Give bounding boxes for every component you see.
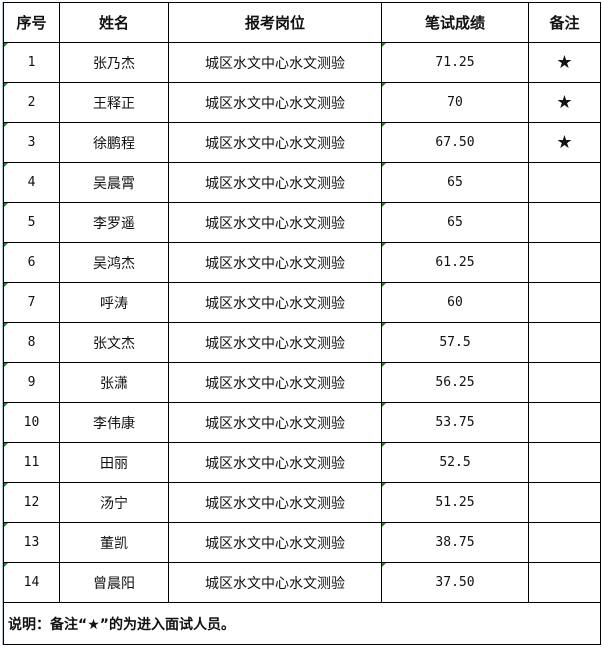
cell-score[interactable]: 57.5: [381, 322, 529, 363]
cell-score[interactable]: 61.25: [381, 242, 529, 283]
cell-remark[interactable]: [528, 522, 601, 563]
table-row: 9 张潇 城区水文中心水文测验 56.25: [3, 362, 601, 403]
cell-position[interactable]: 城区水文中心水文测验: [168, 402, 382, 443]
table-row: 6 吴鸿杰 城区水文中心水文测验 61.25: [3, 242, 601, 283]
cell-remark[interactable]: [528, 562, 601, 603]
cell-name[interactable]: 田丽: [59, 442, 169, 483]
cell-position[interactable]: 城区水文中心水文测验: [168, 122, 382, 163]
cell-position[interactable]: 城区水文中心水文测验: [168, 522, 382, 563]
cell-score[interactable]: 56.25: [381, 362, 529, 403]
header-no[interactable]: 序号: [3, 2, 60, 43]
cell-no[interactable]: 14: [3, 562, 60, 603]
cell-position[interactable]: 城区水文中心水文测验: [168, 82, 382, 123]
results-table: 序号 姓名 报考岗位 笔试成绩 备注 1 张乃杰 城区水文中心水文测验 71.25 ★ 2…: [3, 2, 601, 645]
cell-no[interactable]: 10: [3, 402, 60, 443]
cell-no[interactable]: 8: [3, 322, 60, 363]
cell-score[interactable]: 70: [381, 82, 529, 123]
header-row: 序号 姓名 报考岗位 笔试成绩 备注: [3, 2, 601, 43]
table-row: 4 吴晨霄 城区水文中心水文测验 65: [3, 162, 601, 203]
cell-score[interactable]: 37.50: [381, 562, 529, 603]
star-icon[interactable]: ★: [528, 82, 601, 123]
cell-no[interactable]: 12: [3, 482, 60, 523]
cell-name[interactable]: 李伟康: [59, 402, 169, 443]
table-row: 5 李罗遥 城区水文中心水文测验 65: [3, 202, 601, 243]
note-text[interactable]: 说明：备注“★”的为进入面试人员。: [3, 602, 601, 645]
cell-name[interactable]: 张潇: [59, 362, 169, 403]
cell-name[interactable]: 李罗遥: [59, 202, 169, 243]
cell-remark[interactable]: [528, 322, 601, 363]
cell-position[interactable]: 城区水文中心水文测验: [168, 282, 382, 323]
cell-name[interactable]: 张乃杰: [59, 42, 169, 83]
cell-position[interactable]: 城区水文中心水文测验: [168, 42, 382, 83]
cell-position[interactable]: 城区水文中心水文测验: [168, 362, 382, 403]
cell-no[interactable]: 1: [3, 42, 60, 83]
cell-no[interactable]: 13: [3, 522, 60, 563]
cell-score[interactable]: 52.5: [381, 442, 529, 483]
cell-remark[interactable]: [528, 282, 601, 323]
star-icon[interactable]: ★: [528, 122, 601, 163]
cell-score[interactable]: 65: [381, 202, 529, 243]
header-score[interactable]: 笔试成绩: [381, 2, 529, 43]
table-row: 2 王释正 城区水文中心水文测验 70 ★: [3, 82, 601, 123]
cell-remark[interactable]: [528, 362, 601, 403]
cell-remark[interactable]: [528, 442, 601, 483]
cell-name[interactable]: 王释正: [59, 82, 169, 123]
cell-no[interactable]: 6: [3, 242, 60, 283]
table-row: 13 董凯 城区水文中心水文测验 38.75: [3, 522, 601, 563]
header-name[interactable]: 姓名: [59, 2, 169, 43]
cell-position[interactable]: 城区水文中心水文测验: [168, 442, 382, 483]
cell-remark[interactable]: [528, 162, 601, 203]
cell-no[interactable]: 3: [3, 122, 60, 163]
table-row: 14 曾晨阳 城区水文中心水文测验 37.50: [3, 562, 601, 603]
cell-position[interactable]: 城区水文中心水文测验: [168, 202, 382, 243]
cell-no[interactable]: 11: [3, 442, 60, 483]
cell-position[interactable]: 城区水文中心水文测验: [168, 482, 382, 523]
table-row: 7 呼涛 城区水文中心水文测验 60: [3, 282, 601, 323]
cell-remark[interactable]: [528, 242, 601, 283]
cell-score[interactable]: 67.50: [381, 122, 529, 163]
cell-name[interactable]: 吴鸿杰: [59, 242, 169, 283]
cell-name[interactable]: 张文杰: [59, 322, 169, 363]
cell-score[interactable]: 65: [381, 162, 529, 203]
cell-name[interactable]: 曾晨阳: [59, 562, 169, 603]
header-position[interactable]: 报考岗位: [168, 2, 382, 43]
cell-name[interactable]: 汤宁: [59, 482, 169, 523]
cell-remark[interactable]: [528, 402, 601, 443]
cell-score[interactable]: 71.25: [381, 42, 529, 83]
cell-position[interactable]: 城区水文中心水文测验: [168, 322, 382, 363]
cell-name[interactable]: 呼涛: [59, 282, 169, 323]
cell-position[interactable]: 城区水文中心水文测验: [168, 562, 382, 603]
cell-score[interactable]: 51.25: [381, 482, 529, 523]
table-row: 1 张乃杰 城区水文中心水文测验 71.25 ★: [3, 42, 601, 83]
table-row: 11 田丽 城区水文中心水文测验 52.5: [3, 442, 601, 483]
table-row: 12 汤宁 城区水文中心水文测验 51.25: [3, 482, 601, 523]
table-row: 3 徐鹏程 城区水文中心水文测验 67.50 ★: [3, 122, 601, 163]
header-remark[interactable]: 备注: [528, 2, 601, 43]
cell-remark[interactable]: [528, 202, 601, 243]
cell-no[interactable]: 9: [3, 362, 60, 403]
cell-name[interactable]: 徐鹏程: [59, 122, 169, 163]
note-row: 说明：备注“★”的为进入面试人员。: [3, 602, 601, 645]
cell-name[interactable]: 董凯: [59, 522, 169, 563]
cell-score[interactable]: 38.75: [381, 522, 529, 563]
cell-score[interactable]: 60: [381, 282, 529, 323]
cell-score[interactable]: 53.75: [381, 402, 529, 443]
table-row: 8 张文杰 城区水文中心水文测验 57.5: [3, 322, 601, 363]
cell-no[interactable]: 7: [3, 282, 60, 323]
cell-remark[interactable]: [528, 482, 601, 523]
cell-no[interactable]: 4: [3, 162, 60, 203]
table-row: 10 李伟康 城区水文中心水文测验 53.75: [3, 402, 601, 443]
cell-no[interactable]: 2: [3, 82, 60, 123]
cell-no[interactable]: 5: [3, 202, 60, 243]
cell-position[interactable]: 城区水文中心水文测验: [168, 162, 382, 203]
cell-name[interactable]: 吴晨霄: [59, 162, 169, 203]
star-icon[interactable]: ★: [528, 42, 601, 83]
cell-position[interactable]: 城区水文中心水文测验: [168, 242, 382, 283]
